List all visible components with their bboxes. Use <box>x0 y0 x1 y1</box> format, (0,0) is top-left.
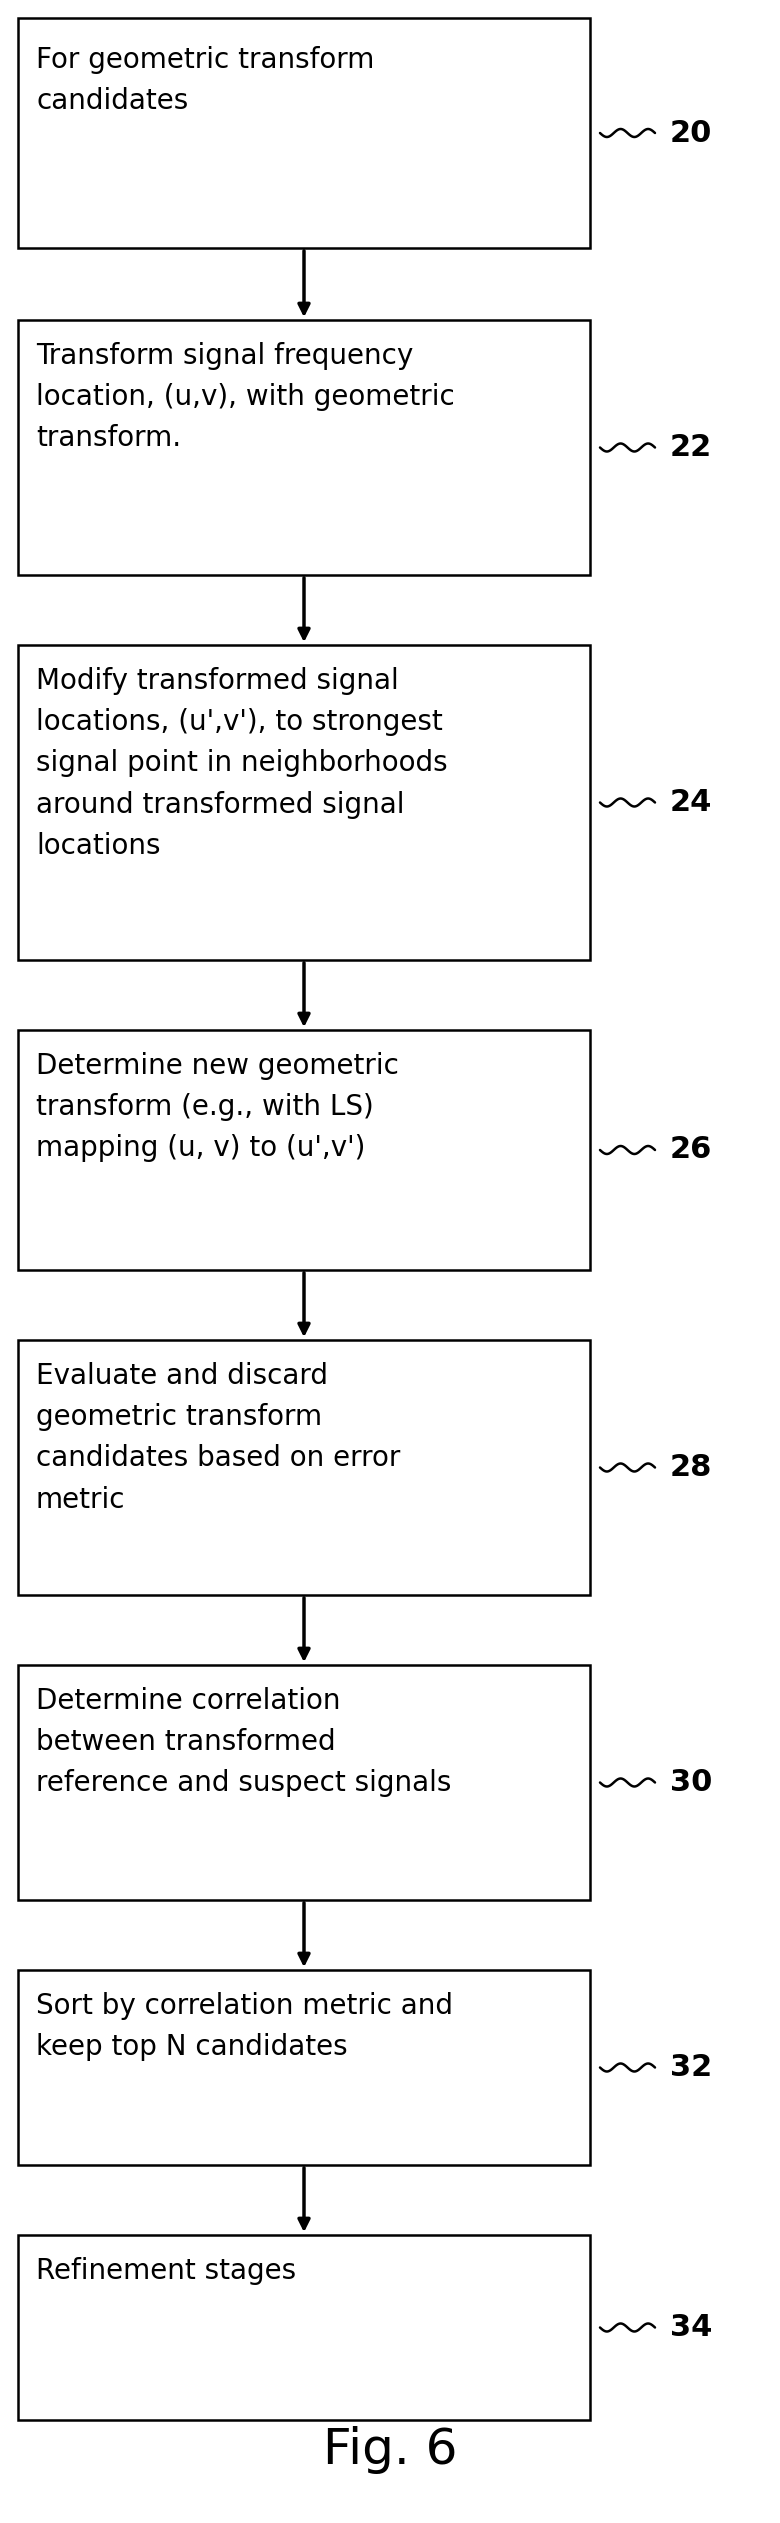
Text: Fig. 6: Fig. 6 <box>323 2427 457 2475</box>
Text: 22: 22 <box>670 434 712 462</box>
Text: Sort by correlation metric and
keep top N candidates: Sort by correlation metric and keep top … <box>36 1993 453 2061</box>
Text: Transform signal frequency
location, (u,v), with geometric
transform.: Transform signal frequency location, (u,… <box>36 343 455 452</box>
Text: Determine new geometric
transform (e.g., with LS)
mapping (u, v) to (u',v'): Determine new geometric transform (e.g.,… <box>36 1052 399 1163</box>
Bar <box>18 2235 590 2420</box>
Bar <box>18 646 590 959</box>
Text: Refinement stages: Refinement stages <box>36 2258 296 2286</box>
Text: For geometric transform
candidates: For geometric transform candidates <box>36 45 374 116</box>
Text: 28: 28 <box>670 1453 712 1481</box>
Text: 32: 32 <box>670 2054 712 2081</box>
Text: 26: 26 <box>670 1135 712 1166</box>
Text: Determine correlation
between transformed
reference and suspect signals: Determine correlation between transforme… <box>36 1688 452 1796</box>
Text: Modify transformed signal
locations, (u',v'), to strongest
signal point in neigh: Modify transformed signal locations, (u'… <box>36 666 448 860</box>
Bar <box>18 1665 590 1900</box>
Text: 20: 20 <box>670 119 712 146</box>
Bar <box>18 1029 590 1269</box>
Bar <box>18 320 590 575</box>
Text: 24: 24 <box>670 787 712 817</box>
Text: 34: 34 <box>670 2314 712 2341</box>
Text: Evaluate and discard
geometric transform
candidates based on error
metric: Evaluate and discard geometric transform… <box>36 1362 400 1514</box>
Text: 30: 30 <box>670 1769 712 1796</box>
Bar <box>18 1970 590 2165</box>
Bar <box>18 18 590 247</box>
Bar <box>18 1340 590 1595</box>
